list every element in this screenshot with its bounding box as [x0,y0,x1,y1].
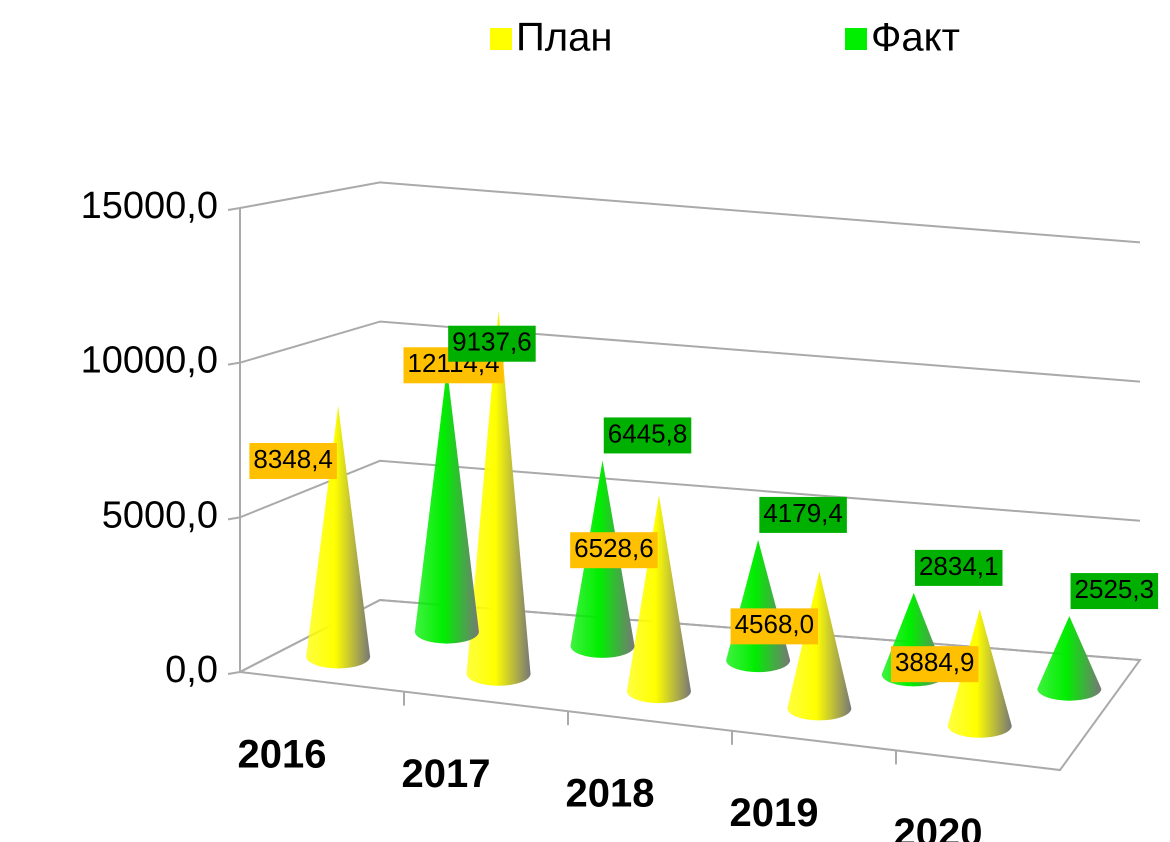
x-tick-label: 2019 [730,791,819,835]
cone [414,368,479,644]
grid-line [239,181,1141,244]
value-label-box [448,325,536,362]
value-label-box [603,417,692,454]
value-label-group: 6528,6 [570,532,658,569]
cone [1037,616,1102,701]
tick-mark [227,516,241,521]
cone [626,495,691,704]
value-label: 2834,1 [919,551,999,581]
value-label-box [730,608,819,645]
y-tick-label: 15000,0 [81,185,218,227]
x-tick-label: 2017 [402,752,491,796]
value-label: 6528,6 [574,533,654,563]
value-label-group: 4568,0 [730,608,819,645]
value-label-group: 2525,3 [1070,573,1159,610]
value-label-group: 8348,4 [249,442,337,479]
value-label-group: 9137,6 [448,325,536,362]
x-tick-label: 2020 [894,811,983,842]
tick-mark [227,361,241,366]
legend-label: Факт [871,16,960,60]
legend-swatch [490,28,512,50]
value-label: 9137,6 [452,327,532,357]
y-tick-label: 0,0 [165,649,218,691]
value-label-group: 2834,1 [914,549,1003,586]
y-tick-label: 10000,0 [81,340,218,382]
value-label-box [1070,573,1159,610]
grid-line [239,459,1141,522]
y-tick-label: 5000,0 [102,494,218,536]
value-label-box [914,549,1003,586]
value-label: 4179,4 [763,498,843,528]
value-label-box [570,532,658,569]
floor [236,598,1142,772]
value-label-box [759,496,847,533]
value-label-box [249,442,337,479]
cone [947,609,1012,738]
value-label-group: 3884,9 [890,646,979,683]
cone [787,571,852,721]
legend-swatch [845,28,867,50]
tick-mark [227,207,241,211]
x-tick-label: 2018 [566,772,655,816]
value-label: 8348,4 [253,444,333,474]
legend-label: План [516,16,612,60]
grid-line [239,598,1141,673]
value-label: 3884,9 [895,647,975,677]
value-label-box [890,646,979,683]
tick-mark [227,671,241,675]
value-label-group: 6445,8 [603,417,692,454]
value-label-group: 4179,4 [759,496,847,533]
value-label: 2525,3 [1075,574,1155,604]
cone [306,405,371,669]
grid-line [239,320,1141,383]
x-tick-label: 2016 [238,732,327,776]
value-label: 6445,8 [608,418,688,448]
cone [466,310,531,686]
cone [726,539,791,673]
value-label: 4568,0 [735,609,815,639]
